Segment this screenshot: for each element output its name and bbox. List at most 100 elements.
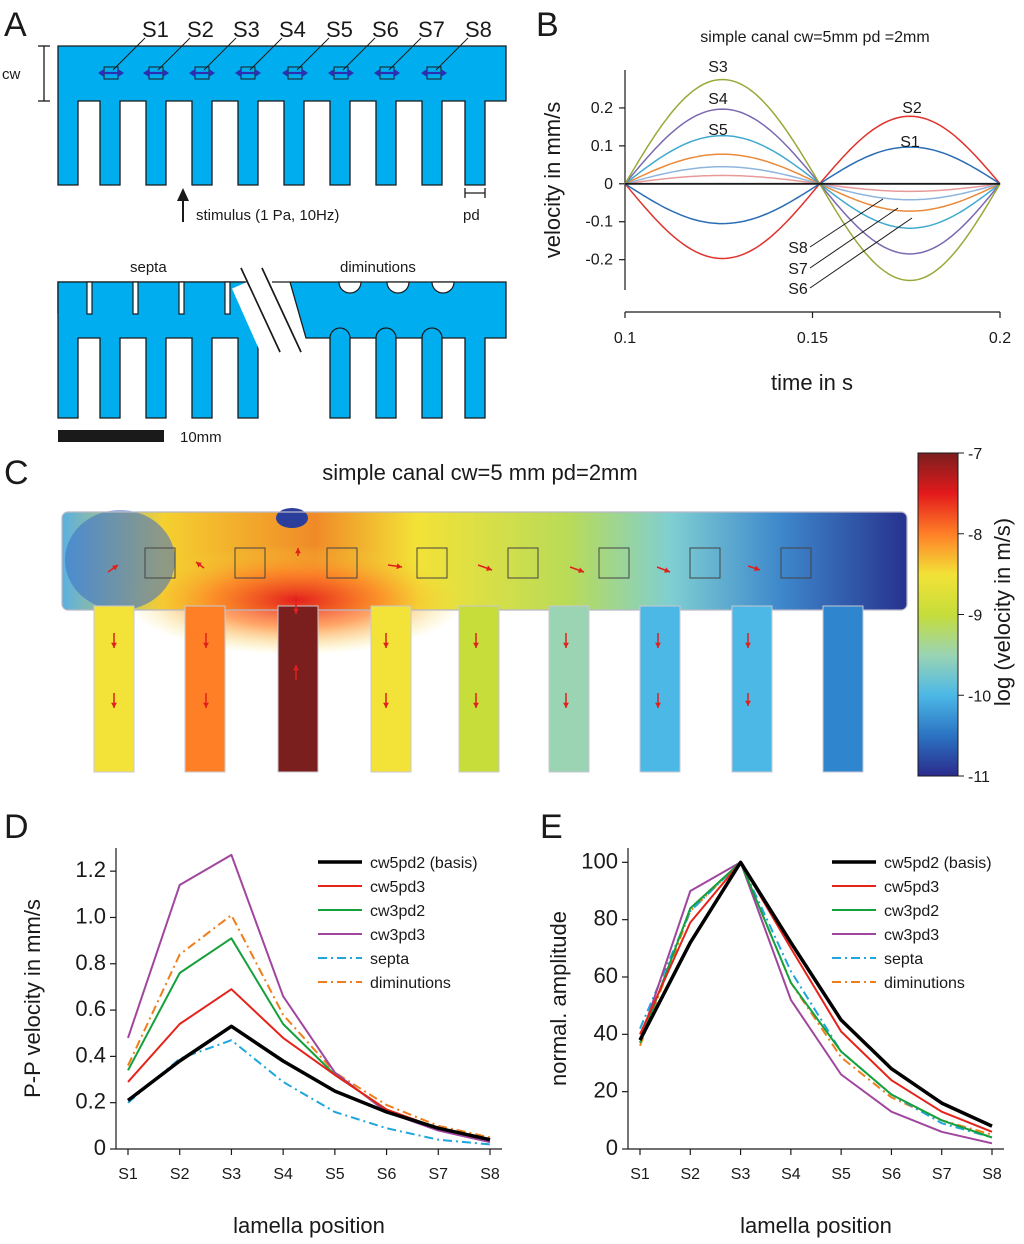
diminution-top — [431, 281, 455, 294]
colorbar-tick-label: -10 — [968, 688, 991, 705]
series-line-cw3pd3 — [127, 853, 491, 1144]
legend-label: septa — [370, 951, 409, 968]
chart-x-tick-label: S6 — [882, 1166, 902, 1183]
series-line-cw5pd3 — [639, 861, 993, 1133]
legend-label: cw3pd2 — [370, 903, 425, 920]
flow-arrow-head-icon — [203, 642, 209, 648]
flow-arrow-head-icon — [754, 565, 760, 572]
chart-b-annotation: S8 — [788, 240, 808, 257]
sensor-arrow-left-icon — [328, 69, 334, 77]
chart-y-tick-label: 80 — [594, 906, 618, 931]
sensor-leader-line — [249, 37, 283, 71]
sensor-arrow-right-icon — [209, 69, 215, 77]
chart-y-tick-label: 0.6 — [75, 996, 106, 1021]
sensor-label: S2 — [187, 17, 214, 42]
sensor-label: S7 — [418, 17, 445, 42]
pd-label: pd — [463, 207, 480, 224]
chart-x-tick-label: S2 — [170, 1166, 190, 1183]
series-line-cw5pd3 — [127, 988, 491, 1141]
legend-label: cw5pd2 (basis) — [370, 855, 478, 872]
chart-x-tick-label: S3 — [731, 1166, 751, 1183]
chart-y-tick-label: 0.8 — [75, 950, 106, 975]
lamella-channel — [458, 605, 500, 773]
stimulus-label: stimulus (1 Pa, 10Hz) — [196, 207, 339, 224]
chart-b-annotation: S1 — [900, 134, 920, 151]
legend-label: cw5pd3 — [370, 879, 425, 896]
chart-b-x-label: time in s — [771, 370, 853, 395]
sensor-leader-line — [296, 37, 330, 71]
series-line-diminutions — [639, 861, 993, 1136]
sensor-arrow-left-icon — [189, 69, 195, 77]
lamella-channel — [93, 605, 135, 773]
panel-c-velocity-map: simple canal cw=5 mm pd=2mm -7 -8 -9 -10 -11… — [61, 446, 1015, 786]
sensor-box — [598, 547, 630, 579]
series-line-cw5pd2-basis- — [126, 1024, 491, 1142]
flow-arrow-head-icon — [473, 642, 479, 648]
septum — [132, 281, 139, 315]
legend-label: diminutions — [370, 975, 451, 992]
sensor-arrow-left-icon — [421, 69, 427, 77]
series-line-cw5pd2-basis- — [638, 860, 993, 1128]
colorbar: -7 -8 -9 -10 -11 — [917, 446, 991, 786]
sensor-label: S8 — [465, 17, 492, 42]
chart-y-tick-label: 40 — [594, 1020, 618, 1045]
chart-x-tick-label: S3 — [222, 1166, 242, 1183]
chart-x-tick-label: S4 — [781, 1166, 801, 1183]
cold-spot — [276, 508, 308, 528]
diminution-bottom-edge — [375, 327, 397, 339]
chart-y-label: P-P velocity in mm/s — [20, 899, 45, 1098]
diminution-top — [338, 281, 362, 294]
panel-d-pp-velocity-chart: 0 0.2 0.4 0.6 0.8 1.0 1.2 S1 S2 S3 S4 S5 S6 S7 S8 lamel… — [20, 848, 502, 1238]
chart-x-label: lamella position — [740, 1213, 892, 1238]
colorbar-label: log (velocity in m/s) — [990, 518, 1015, 706]
sensor-leader-line — [112, 37, 146, 71]
break-gap — [232, 282, 276, 353]
series-line-cw3pd2 — [639, 861, 993, 1139]
colorbar-tick-label: -7 — [968, 446, 982, 463]
sensor-arrow-right-icon — [441, 69, 447, 77]
chart-b-series-line-s8 — [624, 174, 1001, 193]
chart-x-tick-label: S7 — [932, 1166, 952, 1183]
chart-b-leader-line — [809, 198, 884, 248]
sensor-label: S4 — [279, 17, 306, 42]
septum — [86, 281, 93, 315]
flow-arrow-head-icon — [473, 702, 479, 708]
chart-b-series-line-s3 — [624, 78, 1001, 282]
chart-y-label: normal. amplitude — [546, 911, 571, 1086]
flow-arrow-head-icon — [563, 642, 569, 648]
chart-b-series-group — [624, 78, 1001, 282]
septum — [178, 281, 185, 315]
chart-b-x-tick-label: 0.15 — [797, 330, 828, 347]
sensor-leader-line — [388, 37, 422, 71]
legend-label: septa — [884, 951, 923, 968]
lamella-channel-end — [822, 605, 864, 773]
flow-arrow-head-icon — [563, 702, 569, 708]
break-mark-left — [240, 267, 281, 353]
chart-b-y-tick-label: 0.2 — [591, 100, 613, 117]
septum — [224, 281, 231, 315]
chart-x-tick-label: S4 — [273, 1166, 293, 1183]
colorbar-gradient — [917, 452, 959, 777]
sensor-arrow-right-icon — [394, 69, 400, 77]
sensor-box — [507, 547, 539, 579]
lamella-channel — [184, 605, 226, 773]
chart-x-tick-label: S5 — [831, 1166, 851, 1183]
chart-b-annotation: S2 — [902, 100, 922, 117]
chart-x-tick-label: S5 — [325, 1166, 345, 1183]
sensor-leader-line — [203, 37, 237, 71]
flow-arrow-head-icon — [293, 665, 299, 671]
chart-b-x-tick-label: 0.2 — [989, 330, 1011, 347]
flow-arrow-head-icon — [655, 702, 661, 708]
chart-b-series-line-s5 — [624, 134, 1001, 229]
legend-label: cw3pd2 — [884, 903, 939, 920]
flow-arrow-head-icon — [203, 702, 209, 708]
sensor-box — [326, 547, 358, 579]
legend-label: cw3pd3 — [884, 927, 939, 944]
sensor-leader-line — [435, 37, 469, 71]
sensor-arrow-left-icon — [143, 69, 149, 77]
chart-x-tick-label: S8 — [480, 1166, 500, 1183]
panel-letter-c: C — [4, 454, 29, 492]
series-line-cw3pd2 — [127, 937, 491, 1141]
chart-x-tick-label: S8 — [982, 1166, 1002, 1183]
